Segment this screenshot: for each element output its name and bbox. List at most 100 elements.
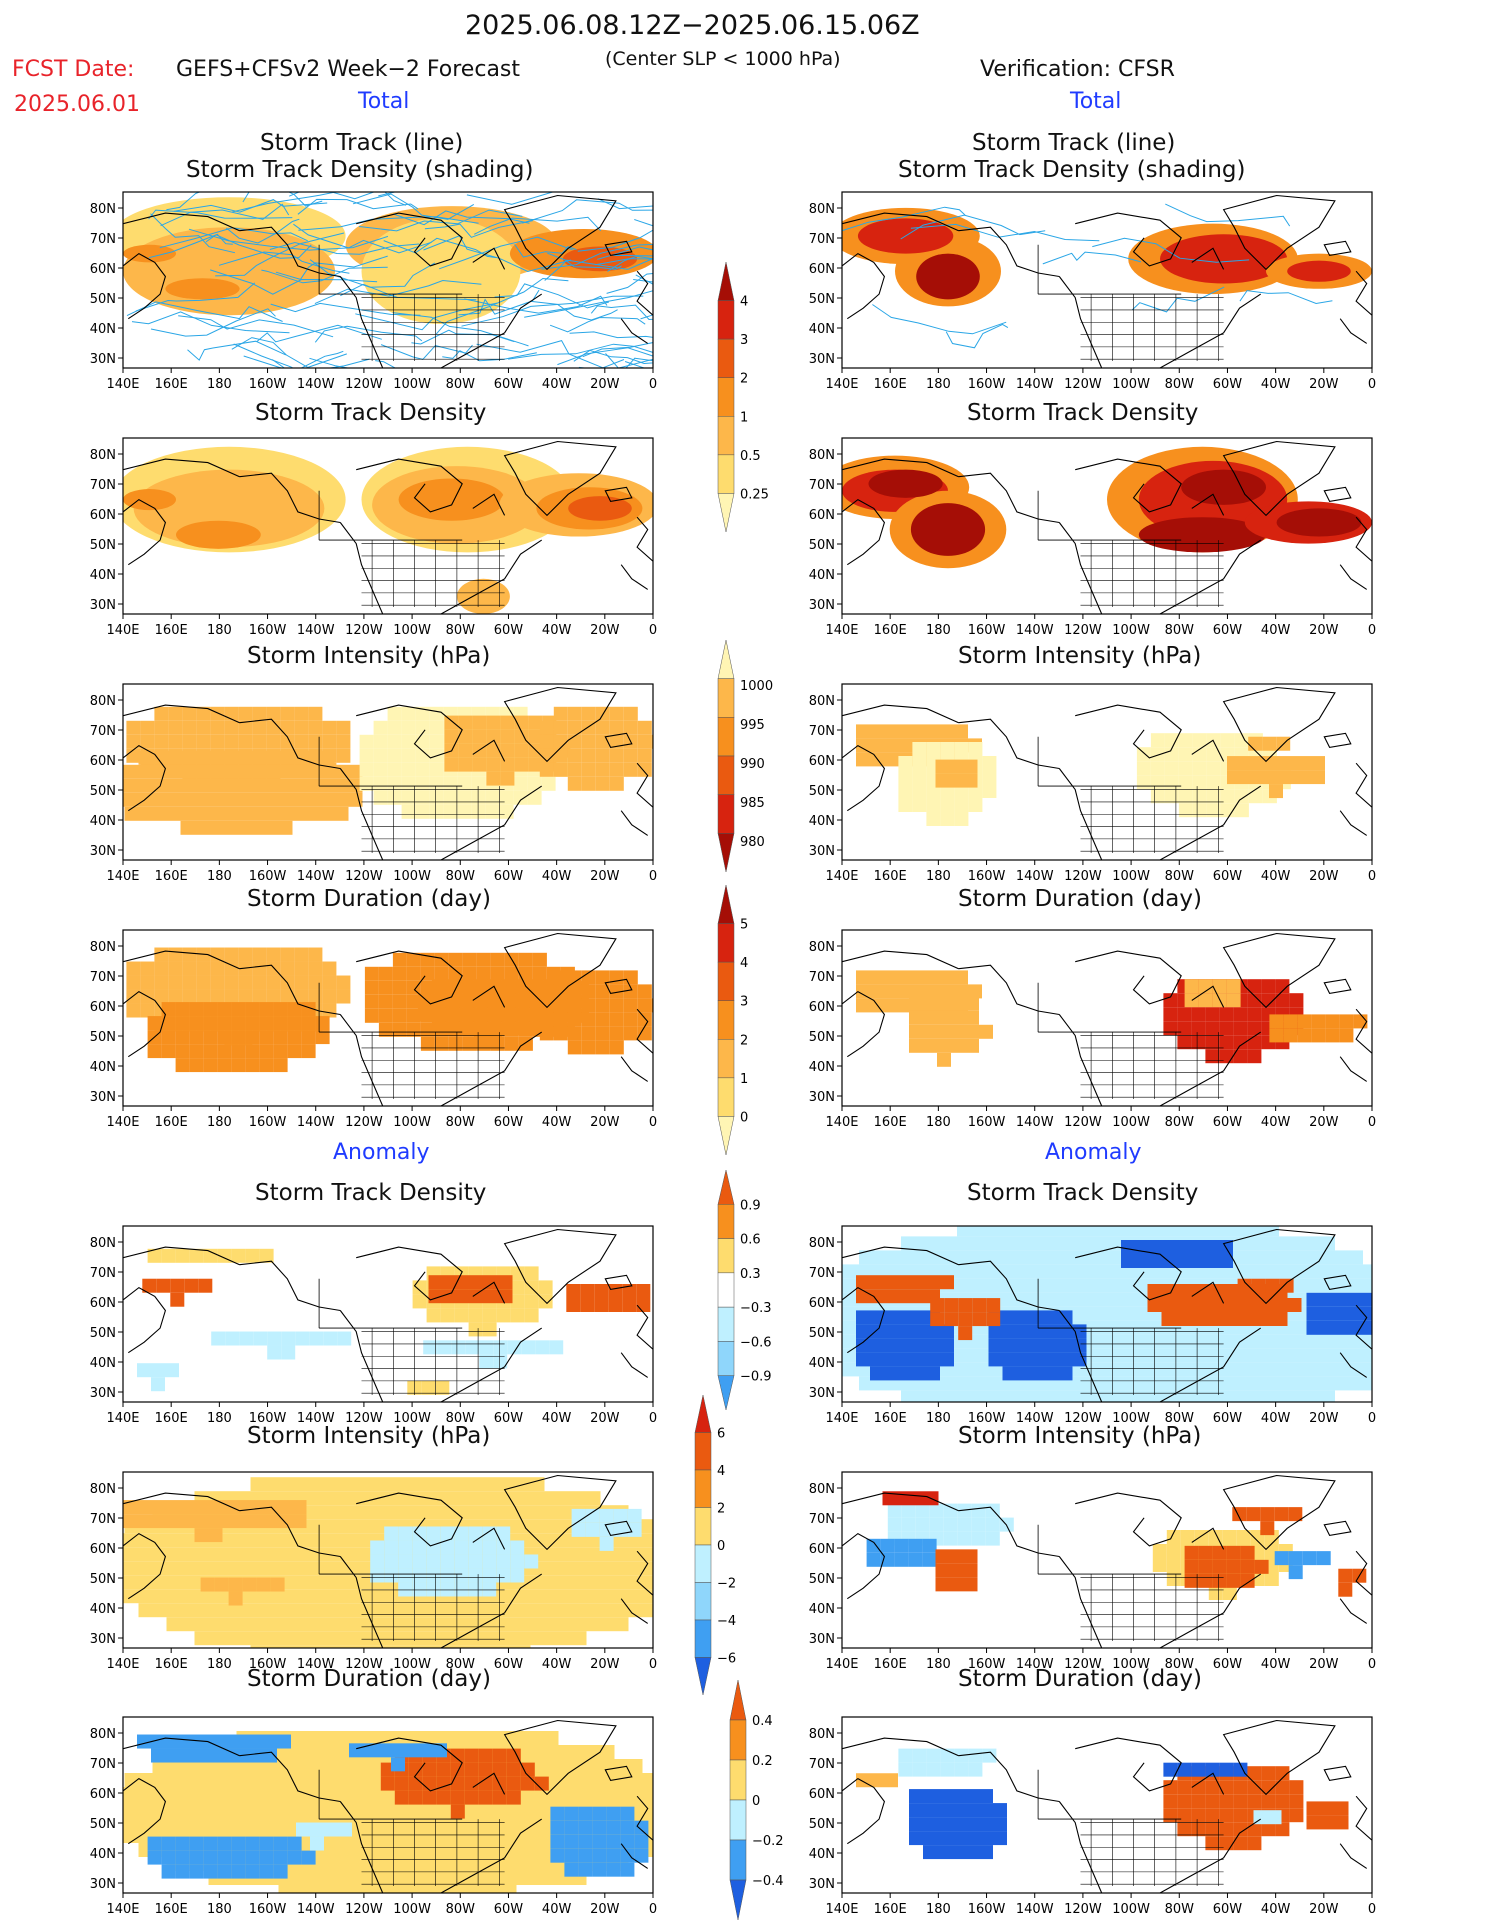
lon-tick-label: 140E — [106, 377, 139, 392]
colorbar-intensity — [717, 639, 735, 873]
lat-tick-label: 70N — [809, 1757, 835, 1772]
lon-tick-label: 40W — [1261, 869, 1291, 884]
colorbar-label: 1 — [740, 410, 748, 425]
lat-tick-label: 60N — [809, 1296, 835, 1311]
lon-tick-label: 140E — [106, 623, 139, 638]
title-track-line-right: Storm Track (line) — [972, 130, 1176, 156]
lon-tick-label: 140E — [106, 1115, 139, 1130]
lat-tick-label: 50N — [90, 1817, 116, 1832]
lon-tick-label: 20W — [590, 1657, 620, 1672]
lon-tick-label: 0 — [649, 623, 657, 638]
lon-tick-label: 140W — [1016, 377, 1054, 392]
lon-tick-label: 120W — [345, 869, 383, 884]
lat-tick-label: 50N — [90, 1030, 116, 1045]
lat-tick-label: 50N — [809, 1326, 835, 1341]
lon-tick-label: 40W — [542, 1115, 572, 1130]
lon-tick-label: 140W — [297, 869, 335, 884]
map-panel-2-0: 140E 160E 180 160W 140W 120W 100W 80W 60W 40W 20W 0… — [90, 683, 657, 884]
colorbar-track-density: 4 3 2 1 0.5 0.25 — [717, 261, 769, 533]
lon-tick-label: 80W — [446, 1902, 476, 1917]
lon-tick-label: 160E — [874, 623, 907, 638]
lon-tick-label: 40W — [542, 377, 572, 392]
lat-tick-label: 60N — [90, 754, 116, 769]
colorbar-label: 4 — [740, 295, 748, 310]
product-title: GEFS+CFSv2 Week−2 Forecast — [176, 57, 521, 82]
colorbar-anom-duration: 0.4 0.2 0 −0.2 −0.4 — [729, 1679, 784, 1921]
lon-tick-label: 160E — [155, 623, 188, 638]
lat-tick-label: 70N — [90, 724, 116, 739]
lon-tick-label: 100W — [1112, 1115, 1150, 1130]
colorbar-label: −2 — [717, 1577, 736, 1592]
lon-tick-label: 140E — [825, 377, 858, 392]
lon-tick-label: 60W — [494, 1657, 524, 1672]
lon-tick-label: 80W — [1165, 869, 1195, 884]
lon-tick-label: 80W — [1165, 1411, 1195, 1426]
colorbar-label: −0.2 — [752, 1834, 784, 1849]
lon-tick-label: 40W — [1261, 623, 1291, 638]
lon-tick-label: 60W — [1213, 1411, 1243, 1426]
fcst-date-value: 2025.06.01 — [14, 92, 140, 117]
title-anom-intensity-right: Storm Intensity (hPa) — [958, 1423, 1202, 1449]
lat-tick-label: 60N — [809, 1787, 835, 1802]
lon-tick-label: 0 — [649, 1902, 657, 1917]
lat-tick-label: 50N — [809, 784, 835, 799]
criterion-note: (Center SLP < 1000 hPa) — [605, 48, 841, 70]
map-panel-1-1: 140E 160E 180 160W 140W 120W 100W 80W 60W 40W 20W 0… — [809, 437, 1376, 638]
lat-tick-label: 60N — [90, 1542, 116, 1557]
lon-tick-label: 0 — [1368, 623, 1376, 638]
lon-tick-label: 180 — [207, 1657, 232, 1672]
lon-tick-label: 140W — [1016, 1657, 1054, 1672]
lon-tick-label: 180 — [926, 377, 951, 392]
lon-tick-label: 80W — [446, 1657, 476, 1672]
map-panel-5-1: 140E 160E 180 160W 140W 120W 100W 80W 60W 40W 20W 0… — [809, 1471, 1376, 1672]
lon-tick-label: 120W — [1064, 1411, 1102, 1426]
lat-tick-label: 60N — [809, 1000, 835, 1015]
lon-tick-label: 20W — [590, 869, 620, 884]
colorbar-label: 5 — [740, 918, 748, 933]
lat-tick-label: 80N — [809, 1236, 835, 1251]
lon-tick-label: 0 — [649, 1657, 657, 1672]
section-total-right: Total — [1070, 89, 1122, 114]
map-panel-2-1: 140E 160E 180 160W 140W 120W 100W 80W 60W 40W 20W 0… — [809, 683, 1376, 884]
lon-tick-label: 20W — [590, 1115, 620, 1130]
lon-tick-label: 160W — [968, 1657, 1006, 1672]
lon-tick-label: 60W — [494, 869, 524, 884]
colorbar-label: 0.5 — [740, 449, 761, 464]
lat-tick-label: 30N — [809, 352, 835, 367]
lon-tick-label: 160W — [968, 1902, 1006, 1917]
lon-tick-label: 120W — [1064, 1657, 1102, 1672]
lon-tick-label: 0 — [649, 377, 657, 392]
lat-tick-label: 30N — [90, 1632, 116, 1647]
lon-tick-label: 140W — [297, 1411, 335, 1426]
lat-tick-label: 60N — [90, 1000, 116, 1015]
lat-tick-label: 80N — [90, 940, 116, 955]
lon-tick-label: 180 — [926, 1115, 951, 1130]
lon-tick-label: 180 — [926, 869, 951, 884]
lat-tick-label: 30N — [809, 598, 835, 613]
lat-tick-label: 70N — [90, 232, 116, 247]
lon-tick-label: 140W — [1016, 623, 1054, 638]
colorbar-anom-density: 0.9 0.6 0.3 −0.3 −0.6 −0.9 — [717, 1169, 772, 1411]
lat-tick-label: 40N — [809, 322, 835, 337]
lat-tick-label: 30N — [809, 844, 835, 859]
title-anom-duration-right: Storm Duration (day) — [958, 1666, 1202, 1692]
lat-tick-label: 70N — [90, 1757, 116, 1772]
lon-tick-label: 140E — [825, 1115, 858, 1130]
lon-tick-label: 100W — [1112, 623, 1150, 638]
lon-tick-label: 20W — [590, 377, 620, 392]
lat-tick-label: 30N — [809, 1877, 835, 1892]
lat-tick-label: 70N — [90, 1266, 116, 1281]
map-panel-3-0: 140E 160E 180 160W 140W 120W 100W 80W 60W 40W 20W 0… — [90, 929, 657, 1130]
lat-tick-label: 60N — [90, 262, 116, 277]
lon-tick-label: 80W — [1165, 1902, 1195, 1917]
lon-tick-label: 160W — [249, 1411, 287, 1426]
lon-tick-label: 100W — [1112, 377, 1150, 392]
lon-tick-label: 80W — [446, 1411, 476, 1426]
lon-tick-label: 140E — [825, 623, 858, 638]
lon-tick-label: 160E — [874, 869, 907, 884]
lon-tick-label: 140W — [297, 1657, 335, 1672]
lon-tick-label: 140W — [297, 1902, 335, 1917]
lat-tick-label: 60N — [90, 508, 116, 523]
lat-tick-label: 80N — [809, 694, 835, 709]
